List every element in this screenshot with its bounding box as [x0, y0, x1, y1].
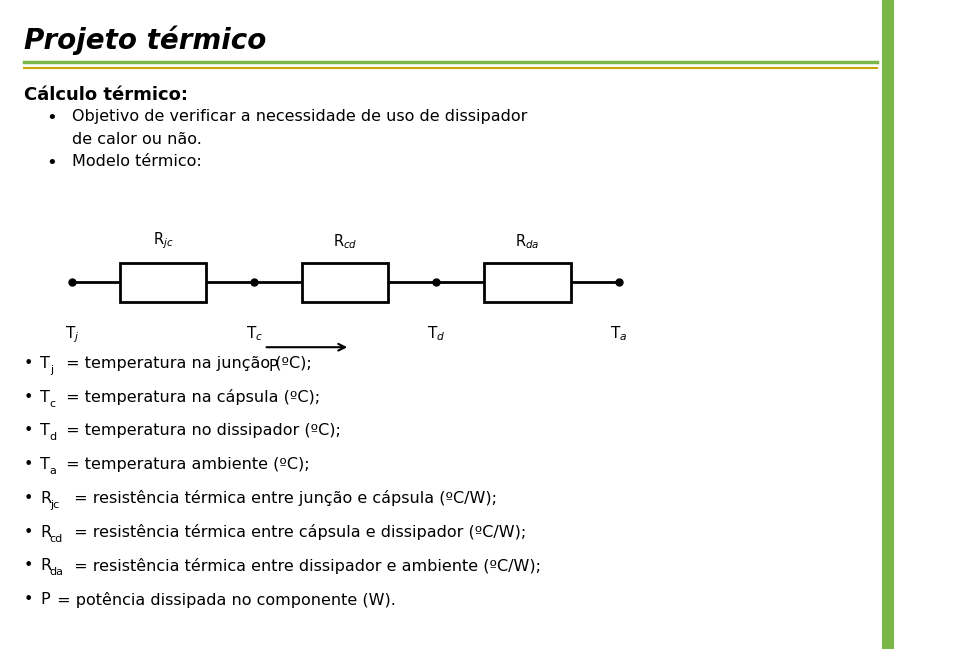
Text: Cálculo térmico:: Cálculo térmico:	[24, 86, 188, 104]
Bar	[120, 263, 206, 302]
Text: = temperatura ambiente (ºC);: = temperatura ambiente (ºC);	[61, 457, 310, 472]
Text: T$_a$: T$_a$	[610, 324, 627, 343]
Text: •: •	[24, 491, 34, 506]
Text: c: c	[50, 398, 56, 409]
Text: •: •	[24, 457, 34, 472]
Text: j: j	[50, 365, 53, 375]
Text: = resistência térmica entre junção e cápsula (ºC/W);: = resistência térmica entre junção e cáp…	[69, 491, 497, 506]
Text: cd: cd	[50, 533, 63, 544]
Text: Modelo térmico:: Modelo térmico:	[72, 154, 201, 169]
Bar	[484, 263, 571, 302]
Text: = resistência térmica entre dissipador e ambiente (ºC/W);: = resistência térmica entre dissipador e…	[69, 558, 541, 574]
Text: R$_{cd}$: R$_{cd}$	[333, 232, 358, 251]
Text: = resistência térmica entre cápsula e dissipador (ºC/W);: = resistência térmica entre cápsula e di…	[69, 524, 526, 540]
Text: T$_c$: T$_c$	[246, 324, 263, 343]
Text: Objetivo de verificar a necessidade de uso de dissipador: Objetivo de verificar a necessidade de u…	[72, 109, 527, 124]
Text: T$_d$: T$_d$	[427, 324, 446, 343]
Text: = temperatura na junção (ºC);: = temperatura na junção (ºC);	[61, 356, 312, 371]
Text: T$_j$: T$_j$	[64, 324, 80, 345]
Text: d: d	[50, 432, 57, 443]
Text: T: T	[40, 457, 50, 472]
Text: Projeto térmico: Projeto térmico	[24, 26, 267, 55]
Text: R: R	[40, 491, 52, 506]
Text: •: •	[46, 109, 57, 127]
Text: T: T	[40, 389, 50, 405]
Text: •: •	[24, 389, 34, 405]
Text: •: •	[46, 154, 57, 173]
Text: R: R	[40, 524, 52, 540]
Bar	[882, 0, 894, 649]
Text: de calor ou não.: de calor ou não.	[72, 132, 201, 147]
Text: •: •	[24, 356, 34, 371]
Text: P: P	[269, 359, 278, 374]
Text: jc: jc	[50, 500, 59, 510]
Text: = temperatura na cápsula (ºC);: = temperatura na cápsula (ºC);	[61, 389, 320, 405]
Text: •: •	[24, 592, 34, 607]
Text: T: T	[40, 356, 50, 371]
Bar	[302, 263, 388, 302]
Text: •: •	[24, 558, 34, 574]
Text: da: da	[50, 567, 64, 578]
Text: R: R	[40, 558, 52, 574]
Text: = potência dissipada no componente (W).: = potência dissipada no componente (W).	[52, 592, 396, 607]
Text: R$_{da}$: R$_{da}$	[515, 232, 540, 251]
Text: •: •	[24, 423, 34, 439]
Text: •: •	[24, 524, 34, 540]
Text: = temperatura no dissipador (ºC);: = temperatura no dissipador (ºC);	[61, 423, 341, 439]
Text: a: a	[50, 466, 57, 476]
Text: R$_{jc}$: R$_{jc}$	[152, 230, 174, 251]
Text: T: T	[40, 423, 50, 439]
Text: P: P	[40, 592, 50, 607]
